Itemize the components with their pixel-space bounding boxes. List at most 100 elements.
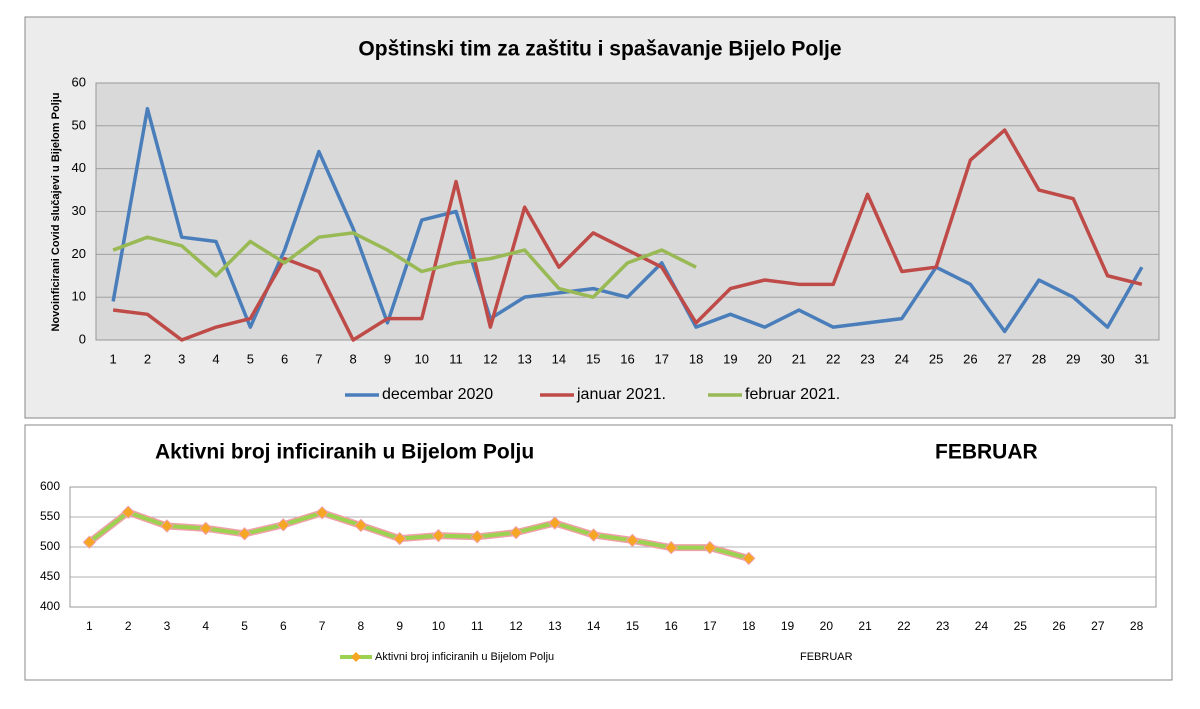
x-tick-label: 8 xyxy=(350,351,357,366)
x-tick-label: 22 xyxy=(826,351,840,366)
y-tick-label: 500 xyxy=(40,539,60,553)
x-tick-label: 14 xyxy=(587,619,601,633)
y-tick-label: 60 xyxy=(72,74,86,89)
x-tick-label: 9 xyxy=(396,619,403,633)
legend-label: januar 2021. xyxy=(576,386,666,403)
x-tick-label: 25 xyxy=(1014,619,1028,633)
marker xyxy=(509,525,523,540)
x-tick-label: 23 xyxy=(936,619,950,633)
x-tick-label: 28 xyxy=(1032,351,1046,366)
y-tick-label: 30 xyxy=(72,203,86,218)
y-tick-label: 20 xyxy=(72,246,86,261)
marker xyxy=(470,530,484,544)
x-tick-label: 29 xyxy=(1066,351,1080,366)
x-tick-label: 18 xyxy=(742,619,756,633)
legend-label: decembar 2020 xyxy=(382,386,493,403)
x-tick-label: 1 xyxy=(110,351,117,366)
x-tick-label: 17 xyxy=(703,619,717,633)
marker xyxy=(392,531,407,546)
x-tick-label: 24 xyxy=(975,619,989,633)
marker xyxy=(625,533,640,548)
marker xyxy=(742,551,756,566)
x-tick-label: 22 xyxy=(897,619,911,633)
x-tick-label: 5 xyxy=(241,619,248,633)
marker xyxy=(237,527,252,541)
x-tick-label: 4 xyxy=(212,351,219,366)
x-tick-label: 15 xyxy=(626,619,640,633)
x-tick-label: 19 xyxy=(723,351,737,366)
chart-title: Aktivni broj inficiranih u Bijelom Polju xyxy=(155,441,534,464)
marker xyxy=(703,540,717,555)
marker xyxy=(431,528,446,543)
x-tick-label: 25 xyxy=(929,351,943,366)
x-tick-label: 16 xyxy=(664,619,678,633)
y-tick-label: 40 xyxy=(72,160,86,175)
x-tick-label: 20 xyxy=(820,619,834,633)
x-tick-label: 26 xyxy=(963,351,977,366)
x-tick-label: 12 xyxy=(483,351,497,366)
x-tick-label: 17 xyxy=(655,351,669,366)
x-tick-label: 3 xyxy=(164,619,171,633)
y-tick-label: 550 xyxy=(40,509,60,523)
x-tick-label: 13 xyxy=(548,619,562,633)
x-tick-label: 23 xyxy=(860,351,874,366)
marker xyxy=(354,518,368,533)
x-tick-label: 27 xyxy=(1091,619,1105,633)
x-tick-label: 24 xyxy=(895,351,909,366)
marker xyxy=(160,519,174,533)
x-tick-label: 13 xyxy=(517,351,531,366)
legend-marker xyxy=(351,652,361,662)
x-tick-label: 11 xyxy=(471,619,484,633)
x-tick-label: 18 xyxy=(689,351,703,366)
y-tick-label: 0 xyxy=(79,331,86,346)
y-tick-label: 450 xyxy=(40,569,60,583)
x-tick-label: 28 xyxy=(1130,619,1144,633)
x-tick-label: 20 xyxy=(757,351,771,366)
x-tick-label: 7 xyxy=(319,619,326,633)
x-tick-label: 15 xyxy=(586,351,600,366)
legend-label: Aktivni broj inficiranih u Bijelom Polju xyxy=(375,651,554,663)
x-tick-label: 10 xyxy=(415,351,429,366)
x-tick-label: 26 xyxy=(1052,619,1066,633)
x-tick-label: 21 xyxy=(858,619,872,633)
chart-title: Opštinski tim za zaštitu i spašavanje Bi… xyxy=(358,38,841,61)
marker xyxy=(586,528,601,542)
x-tick-label: 14 xyxy=(552,351,566,366)
x-tick-label: 10 xyxy=(432,619,446,633)
y-tick-label: 400 xyxy=(40,599,60,613)
x-tick-label: 1 xyxy=(86,619,93,633)
x-tick-label: 2 xyxy=(125,619,132,633)
x-tick-label: 31 xyxy=(1135,351,1149,366)
series-line xyxy=(112,128,1143,342)
x-tick-label: 12 xyxy=(509,619,523,633)
y-axis-label: Novoinficirani Covid slučajevi u Bijelom… xyxy=(50,93,62,332)
marker xyxy=(121,505,135,519)
series-line xyxy=(111,106,1144,334)
marker xyxy=(548,516,562,530)
x-tick-label: 11 xyxy=(449,351,463,366)
x-tick-label: 16 xyxy=(620,351,634,366)
x-tick-label: 6 xyxy=(280,619,287,633)
y-tick-label: 50 xyxy=(72,117,86,132)
y-tick-label: 10 xyxy=(72,289,86,304)
x-tick-label: 9 xyxy=(384,351,391,366)
x-tick-label: 3 xyxy=(178,351,185,366)
legend-label: februar 2021. xyxy=(745,386,840,403)
marker xyxy=(664,540,678,555)
x-tick-label: 7 xyxy=(315,351,322,366)
marker xyxy=(199,521,213,536)
chart-subtitle: FEBRUAR xyxy=(935,441,1038,464)
x-axis-label: FEBRUAR xyxy=(800,651,853,663)
marker xyxy=(276,518,291,532)
series-line xyxy=(112,231,697,299)
series-line xyxy=(88,510,750,561)
x-tick-label: 27 xyxy=(997,351,1011,366)
x-tick-label: 5 xyxy=(247,351,254,366)
x-tick-label: 8 xyxy=(358,619,365,633)
marker xyxy=(82,535,97,549)
y-tick-label: 600 xyxy=(40,479,60,493)
x-tick-label: 30 xyxy=(1100,351,1114,366)
x-tick-label: 4 xyxy=(202,619,209,633)
x-tick-label: 6 xyxy=(281,351,288,366)
